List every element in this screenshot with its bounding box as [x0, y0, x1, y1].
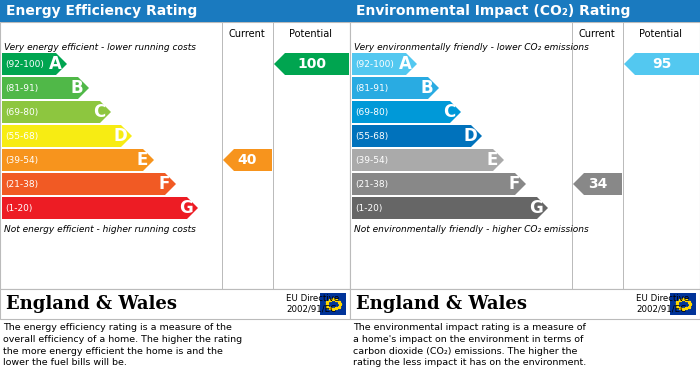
Text: A: A — [48, 55, 62, 73]
Text: E: E — [136, 151, 148, 169]
Bar — [350, 0, 700, 22]
Text: (69-80): (69-80) — [5, 108, 38, 117]
Text: (92-100): (92-100) — [355, 59, 394, 68]
Text: Current: Current — [229, 29, 265, 39]
Bar — [670, 293, 696, 315]
Text: (21-38): (21-38) — [355, 179, 388, 188]
Text: (81-91): (81-91) — [355, 84, 388, 93]
Text: Potential: Potential — [290, 29, 332, 39]
Text: (21-38): (21-38) — [5, 179, 38, 188]
Bar — [0, 289, 350, 319]
Polygon shape — [352, 125, 482, 147]
Polygon shape — [352, 77, 439, 99]
Text: (39-54): (39-54) — [5, 156, 38, 165]
Text: C: C — [443, 103, 455, 121]
Text: Very environmentally friendly - lower CO₂ emissions: Very environmentally friendly - lower CO… — [354, 43, 589, 52]
Bar — [273, 22, 274, 289]
Text: (81-91): (81-91) — [5, 84, 38, 93]
Polygon shape — [352, 197, 548, 219]
Text: England & Wales: England & Wales — [356, 295, 527, 313]
Bar — [350, 22, 700, 289]
Text: B: B — [71, 79, 83, 97]
Polygon shape — [352, 101, 461, 123]
Bar — [623, 22, 624, 289]
Text: 100: 100 — [297, 57, 326, 71]
Text: (92-100): (92-100) — [5, 59, 44, 68]
Text: Not environmentally friendly - higher CO₂ emissions: Not environmentally friendly - higher CO… — [354, 225, 589, 234]
Polygon shape — [2, 101, 111, 123]
Bar — [0, 22, 350, 289]
Text: G: G — [179, 199, 193, 217]
Text: EU Directive
2002/91/EC: EU Directive 2002/91/EC — [636, 294, 690, 314]
Text: Energy Efficiency Rating: Energy Efficiency Rating — [6, 4, 197, 18]
Text: (39-54): (39-54) — [355, 156, 388, 165]
Polygon shape — [2, 53, 67, 75]
Text: F: F — [158, 175, 169, 193]
Polygon shape — [352, 53, 417, 75]
Text: Very energy efficient - lower running costs: Very energy efficient - lower running co… — [4, 43, 196, 52]
Text: Environmental Impact (CO₂) Rating: Environmental Impact (CO₂) Rating — [356, 4, 631, 18]
Text: A: A — [398, 55, 412, 73]
Text: D: D — [463, 127, 477, 145]
Text: Current: Current — [579, 29, 615, 39]
Bar — [320, 293, 346, 315]
Text: (69-80): (69-80) — [355, 108, 388, 117]
Text: E: E — [486, 151, 498, 169]
Text: F: F — [508, 175, 519, 193]
Text: (1-20): (1-20) — [355, 203, 382, 212]
Polygon shape — [2, 173, 176, 195]
Text: Potential: Potential — [640, 29, 682, 39]
Text: The energy efficiency rating is a measure of the
overall efficiency of a home. T: The energy efficiency rating is a measur… — [3, 323, 242, 368]
Bar — [572, 22, 573, 289]
Polygon shape — [352, 173, 526, 195]
Text: (55-68): (55-68) — [355, 131, 388, 140]
Text: The environmental impact rating is a measure of
a home's impact on the environme: The environmental impact rating is a mea… — [353, 323, 587, 368]
Text: G: G — [529, 199, 542, 217]
Polygon shape — [2, 77, 89, 99]
Text: EU Directive
2002/91/EC: EU Directive 2002/91/EC — [286, 294, 339, 314]
Polygon shape — [352, 149, 504, 171]
Text: Not energy efficient - higher running costs: Not energy efficient - higher running co… — [4, 225, 196, 234]
Polygon shape — [223, 149, 272, 171]
Bar — [222, 22, 223, 289]
Polygon shape — [624, 53, 699, 75]
Bar — [0, 0, 350, 22]
Text: D: D — [113, 127, 127, 145]
Text: 34: 34 — [588, 177, 607, 191]
Text: (1-20): (1-20) — [5, 203, 32, 212]
Text: B: B — [421, 79, 433, 97]
Text: 40: 40 — [238, 153, 257, 167]
Text: England & Wales: England & Wales — [6, 295, 177, 313]
Polygon shape — [2, 197, 198, 219]
Text: (55-68): (55-68) — [5, 131, 38, 140]
Polygon shape — [274, 53, 349, 75]
Text: C: C — [93, 103, 105, 121]
Bar — [350, 289, 700, 319]
Polygon shape — [2, 149, 154, 171]
Polygon shape — [2, 125, 132, 147]
Text: 95: 95 — [652, 57, 671, 71]
Polygon shape — [573, 173, 622, 195]
